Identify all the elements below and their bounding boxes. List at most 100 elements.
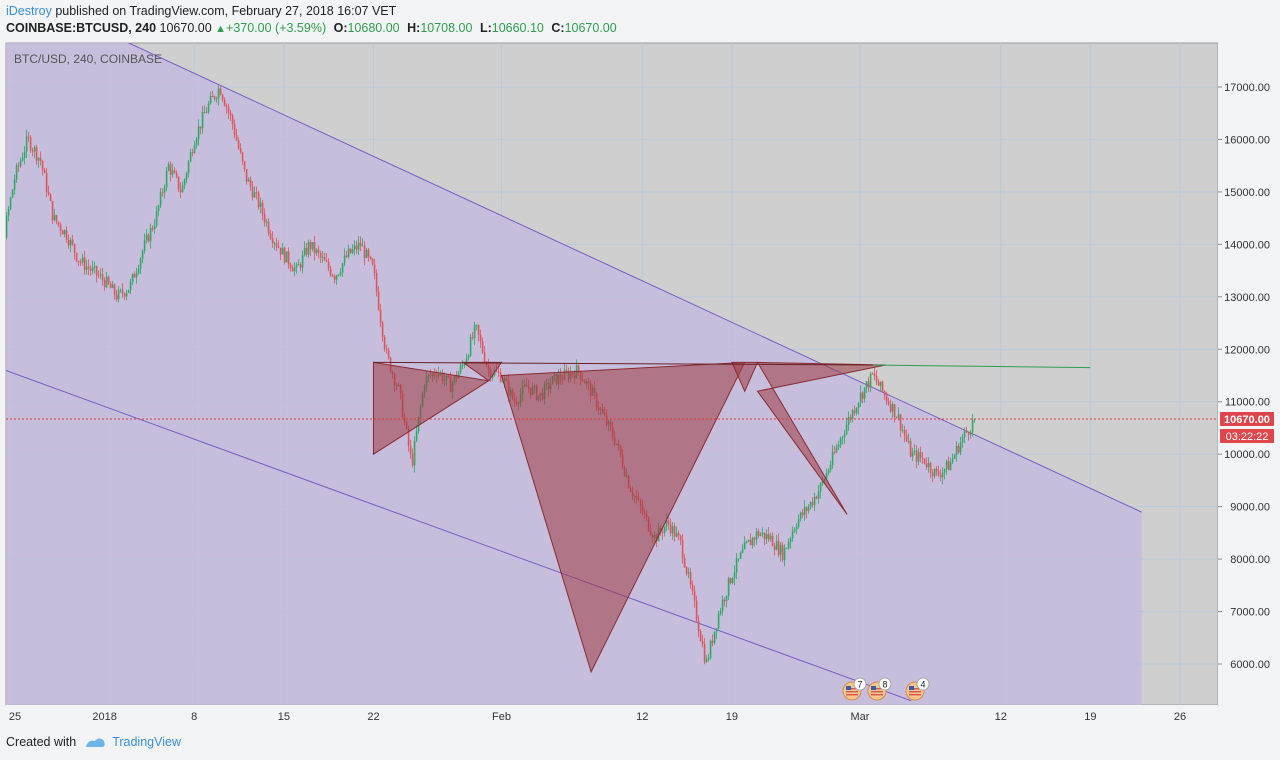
x-tick-label: 2018 [92,711,116,723]
candle [717,613,720,629]
candle [679,535,682,540]
candle [227,107,230,113]
candle [275,243,278,247]
candle [57,222,60,225]
candle [687,572,690,574]
candle [175,172,178,177]
candle [905,435,908,441]
economic-events[interactable]: 7 8 4 [842,677,930,701]
candle [247,179,250,182]
candle [825,472,828,480]
us-flag-event-icon[interactable]: 8 [867,677,892,701]
candle [459,365,462,373]
candle [285,251,288,263]
candle [763,532,766,540]
candle [809,502,812,507]
candle [337,274,340,276]
candle [771,535,774,547]
candle [481,341,484,353]
candle [871,373,874,375]
candle [33,147,36,152]
candle [843,434,846,437]
candle [465,358,468,365]
candle [287,251,290,265]
candle [65,230,68,240]
price-axis[interactable] [1218,43,1280,705]
candle [725,595,728,602]
candle [355,245,358,250]
candle [741,549,744,553]
candle [685,567,688,574]
open-value: 10680.00 [347,21,400,35]
candle [895,417,898,419]
candle [41,161,44,170]
candle [215,98,218,100]
candle [753,537,756,540]
candle [469,337,472,356]
candle [785,547,788,549]
author-link[interactable]: iDestroy [6,4,52,18]
us-flag-event-icon[interactable]: 7 [842,677,867,701]
flag-canton [846,686,851,690]
candle [407,428,410,446]
head-cap [731,361,759,393]
candle [163,187,166,193]
candle [913,450,916,453]
tradingview-link[interactable]: TradingView [112,735,181,749]
current-price-label: 10670.00 [1224,414,1270,426]
candle [783,548,786,560]
candle [761,532,764,535]
candle [883,391,886,396]
candle [259,202,262,207]
candle [131,274,134,282]
candle [45,173,48,193]
candle [367,249,370,257]
head-shoulders-pattern[interactable] [6,361,1218,674]
candle [235,135,238,141]
candle [249,179,252,187]
candle [867,381,870,388]
up-arrow-icon: ▲ [215,23,227,35]
candle [881,381,884,392]
candle [255,192,258,194]
candle [931,472,934,477]
candle [6,215,8,238]
candle [821,481,824,484]
high-label: H: [407,21,421,35]
candle [83,257,86,270]
time-axis[interactable] [6,705,1218,725]
x-tick-label: 19 [726,711,738,723]
candle [661,531,664,534]
candle [197,126,200,140]
candle [957,445,960,453]
candle [415,431,418,441]
candle [343,255,346,264]
candle [297,264,300,266]
candle [473,325,476,339]
high-value: 10708.00 [420,21,473,35]
candle [381,322,384,338]
candle [719,610,722,614]
candle [123,293,126,297]
left-shoulder [372,361,491,456]
candle [377,291,380,310]
price-chart[interactable]: BTC/USD, 240, COINBASE 6000.00 7000.00 800… [0,0,1280,730]
candle [963,431,966,437]
candle [245,169,248,182]
candle [311,242,314,250]
candle [113,284,116,295]
candle [803,507,806,516]
us-flag-event-icon[interactable]: 4 [905,677,930,701]
candle [711,640,714,644]
candle [51,200,54,221]
candle [497,371,500,373]
candle [875,375,878,382]
flag-stripe [846,688,858,690]
event-count: 4 [920,680,925,690]
candle [19,160,22,166]
candle [811,502,814,506]
candle [347,248,350,257]
candle [111,284,114,289]
candle [323,257,326,261]
candle [663,526,666,534]
